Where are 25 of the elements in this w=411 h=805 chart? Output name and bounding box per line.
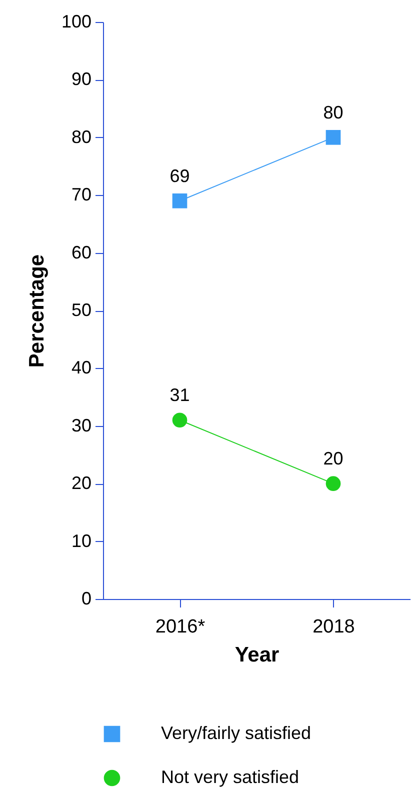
y-tick-label: 40	[71, 358, 92, 378]
point	[172, 412, 188, 428]
y-tick-label: 10	[71, 530, 92, 551]
y-tick-label: 100	[61, 12, 92, 32]
y-tick-label: 30	[71, 415, 92, 436]
y-tick-label: 20	[71, 473, 92, 494]
y-tick-label: 60	[71, 242, 92, 262]
data-label: 69	[170, 166, 190, 186]
legend-label: Very/fairly satisfied	[161, 723, 312, 743]
point	[326, 476, 341, 491]
y-tick-label: 80	[71, 126, 92, 147]
data-label: 80	[323, 102, 344, 122]
x-tick-label: 2018	[312, 616, 355, 638]
y-tick-label: 0	[81, 588, 92, 608]
legend-label: Not very satisfied	[161, 767, 300, 787]
x-axis-title: Year	[234, 644, 280, 666]
data-label: 31	[170, 385, 190, 406]
data-label: 20	[323, 448, 344, 469]
y-axis-title: Percentage	[25, 254, 48, 368]
point	[326, 130, 341, 145]
point	[172, 193, 188, 208]
x-tick-label: 2016*	[155, 616, 206, 638]
y-tick-label: 70	[71, 184, 92, 205]
y-tick-label: 90	[71, 69, 92, 90]
y-tick-label: 50	[71, 300, 92, 320]
